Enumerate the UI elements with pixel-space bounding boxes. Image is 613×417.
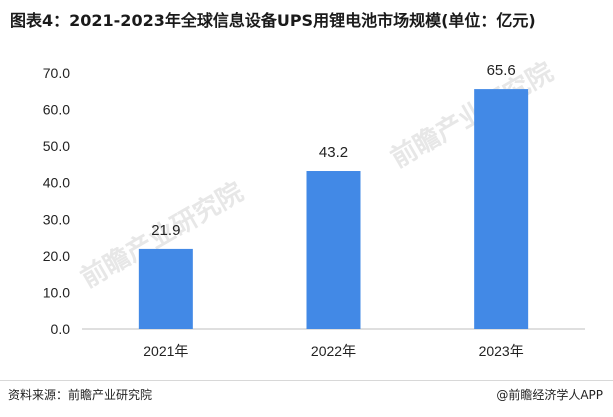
bar	[306, 171, 361, 329]
bar	[474, 89, 529, 329]
bar-value-label: 21.9	[151, 222, 180, 239]
y-tick-label: 40.0	[43, 175, 70, 191]
source-note: 资料来源：前瞻产业研究院	[8, 388, 153, 402]
y-tick-label: 50.0	[43, 138, 70, 154]
y-axis: 0.0 10.0 20.0 30.0 40.0 50.0 60.0 70.0	[43, 65, 70, 337]
y-tick-label: 0.0	[51, 321, 71, 337]
bar-value-label: 65.6	[487, 62, 516, 79]
chart-title: 图表4：2021-2023年全球信息设备UPS用锂电池市场规模(单位：亿元)	[10, 11, 536, 30]
bar-chart: 0.0 10.0 20.0 30.0 40.0 50.0 60.0 70.0 21.9 43.2…	[43, 62, 585, 359]
y-tick-label: 10.0	[43, 284, 70, 300]
bar-value-label: 43.2	[319, 144, 348, 161]
bars: 21.9 43.2 65.6	[138, 62, 529, 329]
x-tick-label: 2021年	[143, 343, 188, 359]
credit-note: @前瞻经济学人APP	[496, 388, 603, 402]
x-tick-label: 2023年	[479, 343, 524, 359]
y-tick-label: 60.0	[43, 102, 70, 118]
y-tick-label: 30.0	[43, 211, 70, 227]
footer: 资料来源：前瞻产业研究院 @前瞻经济学人APP	[0, 380, 613, 417]
x-tick-label: 2022年	[311, 343, 356, 359]
y-tick-label: 70.0	[43, 65, 70, 81]
x-axis: 2021年 2022年 2023年	[143, 343, 523, 359]
y-tick-label: 20.0	[43, 248, 70, 264]
bar	[138, 248, 193, 329]
